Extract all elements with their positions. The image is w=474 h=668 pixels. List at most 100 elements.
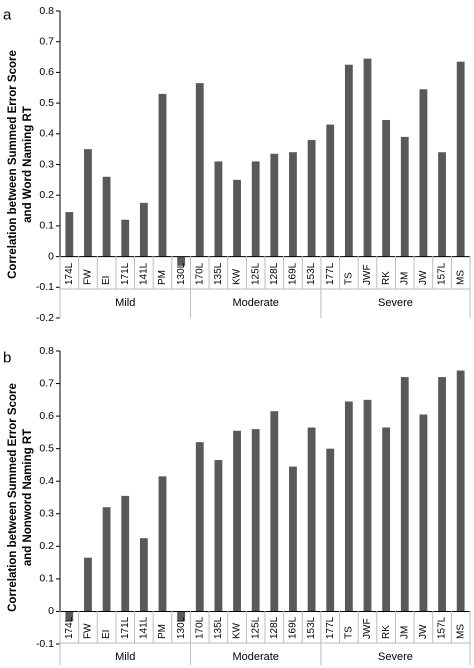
bar (65, 212, 74, 257)
bar (400, 377, 409, 612)
x-tick-label: 141L (139, 616, 150, 639)
x-tick-label: 128L (269, 262, 280, 285)
bar (251, 429, 260, 612)
bar (195, 442, 204, 612)
x-tick-label: 141L (139, 262, 150, 285)
y-axis-label-line: and Nonword Naming RT (22, 429, 34, 566)
x-tick-label: 135L (213, 262, 224, 285)
bar (438, 377, 446, 612)
bar (102, 176, 111, 257)
bar (289, 152, 297, 257)
x-tick-label: RK (381, 271, 392, 285)
x-tick-label: RK (381, 625, 392, 639)
x-tick-label: 177L (325, 262, 336, 285)
x-tick-label: 125L (250, 262, 261, 285)
group-label: Mild (115, 651, 135, 663)
y-tick-label: 0.7 (39, 35, 54, 47)
y-tick-label: 0.4 (39, 128, 54, 140)
bar (65, 611, 74, 622)
x-tick-label: MS (455, 270, 466, 285)
x-tick-label: 171L (120, 262, 131, 285)
bar (400, 136, 409, 257)
x-tick-label: 157L (437, 262, 448, 285)
y-tick-label: 0.8 (39, 345, 54, 357)
x-tick-label: 174L (64, 262, 75, 285)
bar (121, 495, 130, 612)
y-tick-label: 0.6 (39, 410, 54, 422)
bar (270, 411, 279, 612)
x-tick-label: EI (101, 630, 112, 639)
bar (195, 83, 204, 257)
panel-b: b Correlation between Summed Error Score a… (3, 345, 471, 665)
x-tick-label: 157L (437, 616, 448, 639)
x-tick-label: PM (157, 624, 168, 639)
bar (344, 64, 353, 257)
bar (139, 538, 148, 612)
x-tick-label: 153L (306, 616, 317, 639)
bar (363, 58, 372, 257)
y-tick-label: -0.1 (36, 638, 54, 650)
x-tick-label: 169L (288, 262, 299, 285)
bar (102, 507, 111, 612)
y-tick-label: 0.2 (39, 189, 54, 201)
x-tick-label: 130L (176, 262, 187, 285)
bar (382, 119, 391, 257)
x-tick-label: MS (455, 624, 466, 639)
x-tick-label: 169L (288, 616, 299, 639)
x-tick-label: JM (399, 272, 410, 285)
x-tick-label: 153L (306, 262, 317, 285)
y-tick-label: 0.6 (39, 66, 54, 78)
bar (214, 460, 223, 612)
bar (177, 256, 186, 266)
x-tick-label: EI (101, 276, 112, 285)
group-label: Severe (378, 297, 413, 309)
bar (158, 476, 167, 612)
y-tick-label: 0.1 (39, 573, 54, 585)
x-tick-label: JW (418, 270, 429, 285)
bar (289, 466, 297, 612)
y-axis-label-line: Correlation between Summed Error Score (7, 50, 19, 279)
x-tick-label: 170L (194, 262, 205, 285)
bar (251, 161, 260, 257)
x-tick-label: 171L (120, 616, 131, 639)
y-axis-label-line: Correlation between Summed Error Score (7, 383, 19, 612)
x-tick-label: FW (83, 623, 94, 639)
x-tick-label: 174L (64, 616, 75, 639)
y-tick-label: 0 (48, 605, 54, 617)
bar (438, 152, 446, 257)
x-tick-label: 128L (269, 616, 280, 639)
x-tick-label: TS (344, 272, 355, 285)
x-tick-label: 130L (176, 616, 187, 639)
bar (233, 430, 241, 612)
panel-label: a (3, 6, 12, 23)
x-tick-label: 170L (194, 616, 205, 639)
bar (382, 427, 391, 612)
y-tick-label: -0.1 (36, 281, 54, 293)
bar (419, 414, 428, 612)
x-tick-label: FW (83, 269, 94, 285)
group-label: Moderate (232, 297, 278, 309)
bar (177, 611, 186, 622)
y-tick-label: 0.5 (39, 97, 54, 109)
bar (158, 93, 167, 257)
bar (363, 399, 372, 612)
y-tick-label: 0.8 (39, 5, 54, 17)
bar (84, 149, 92, 257)
bar (419, 89, 428, 257)
y-tick-label: 0.5 (39, 442, 54, 454)
x-tick-label: KW (232, 622, 243, 639)
x-tick-label: TS (344, 626, 355, 639)
group-label: Mild (115, 297, 135, 309)
y-tick-label: 0.2 (39, 540, 54, 552)
panel-label: b (3, 349, 11, 366)
bar (456, 370, 465, 612)
y-tick-label: -0.2 (36, 312, 54, 324)
x-tick-label: 125L (250, 616, 261, 639)
bar (307, 139, 316, 257)
bar (214, 161, 223, 257)
x-tick-label: JWF (362, 618, 373, 639)
bar (121, 219, 130, 257)
x-tick-label: JM (399, 626, 410, 639)
bar (84, 557, 92, 612)
